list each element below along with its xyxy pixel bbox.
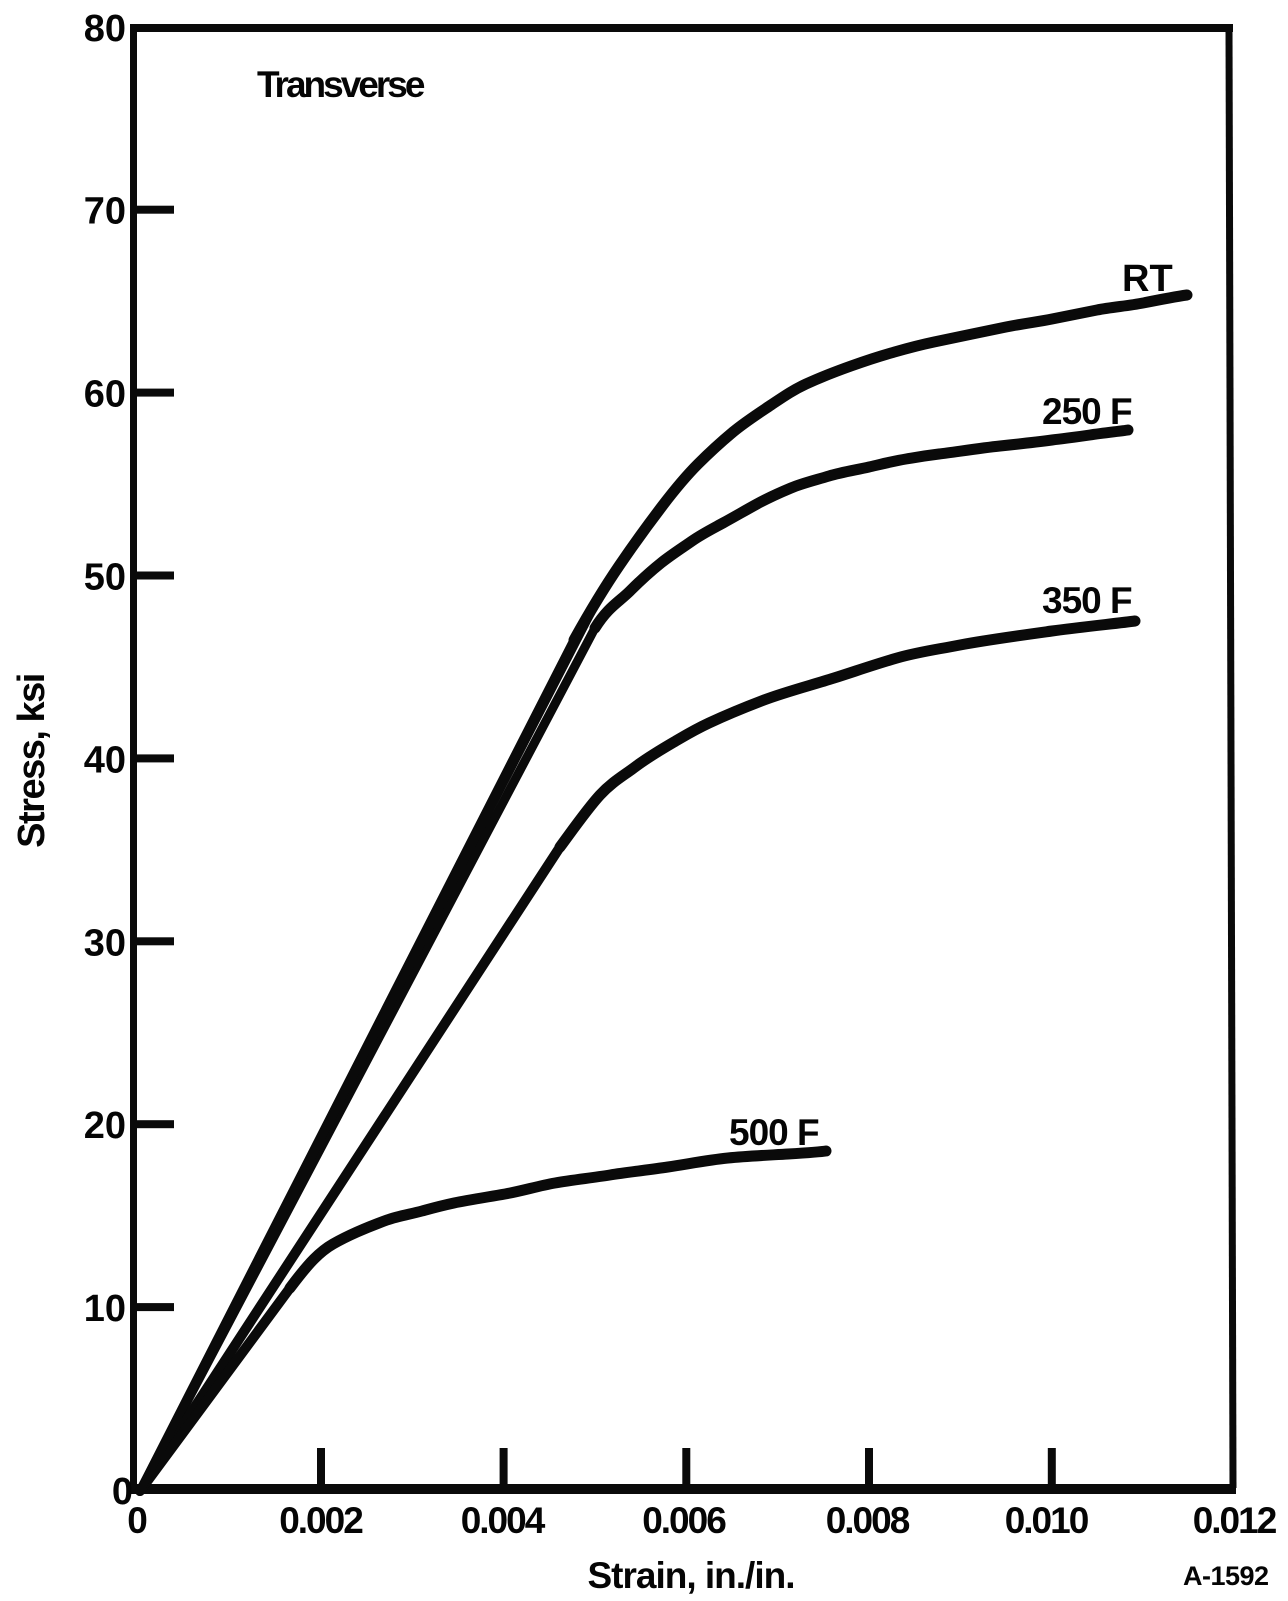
svg-text:RT: RT <box>1122 258 1173 300</box>
svg-text:A-1592: A-1592 <box>1183 1561 1269 1591</box>
svg-text:Strain, in./in.: Strain, in./in. <box>587 1555 794 1596</box>
svg-text:0: 0 <box>112 1471 133 1513</box>
svg-text:60: 60 <box>84 374 126 416</box>
svg-text:80: 80 <box>84 8 126 50</box>
svg-text:40: 40 <box>84 739 126 781</box>
svg-text:250 F: 250 F <box>1042 391 1132 432</box>
svg-text:0.002: 0.002 <box>279 1500 363 1541</box>
svg-text:50: 50 <box>84 557 126 599</box>
svg-text:0.006: 0.006 <box>642 1500 726 1541</box>
svg-text:0.010: 0.010 <box>1005 1500 1089 1541</box>
svg-text:10: 10 <box>84 1288 126 1330</box>
svg-text:0.004: 0.004 <box>461 1500 546 1541</box>
svg-text:Transverse: Transverse <box>257 64 425 105</box>
svg-text:0: 0 <box>127 1500 148 1541</box>
svg-text:30: 30 <box>84 922 126 964</box>
svg-text:Stress, ksi: Stress, ksi <box>11 674 53 848</box>
svg-text:500 F: 500 F <box>729 1112 819 1153</box>
svg-text:0.008: 0.008 <box>826 1500 910 1541</box>
svg-text:350 F: 350 F <box>1042 580 1132 621</box>
svg-text:20: 20 <box>84 1105 126 1147</box>
svg-text:70: 70 <box>84 191 126 233</box>
svg-text:0.012: 0.012 <box>1193 1500 1277 1541</box>
